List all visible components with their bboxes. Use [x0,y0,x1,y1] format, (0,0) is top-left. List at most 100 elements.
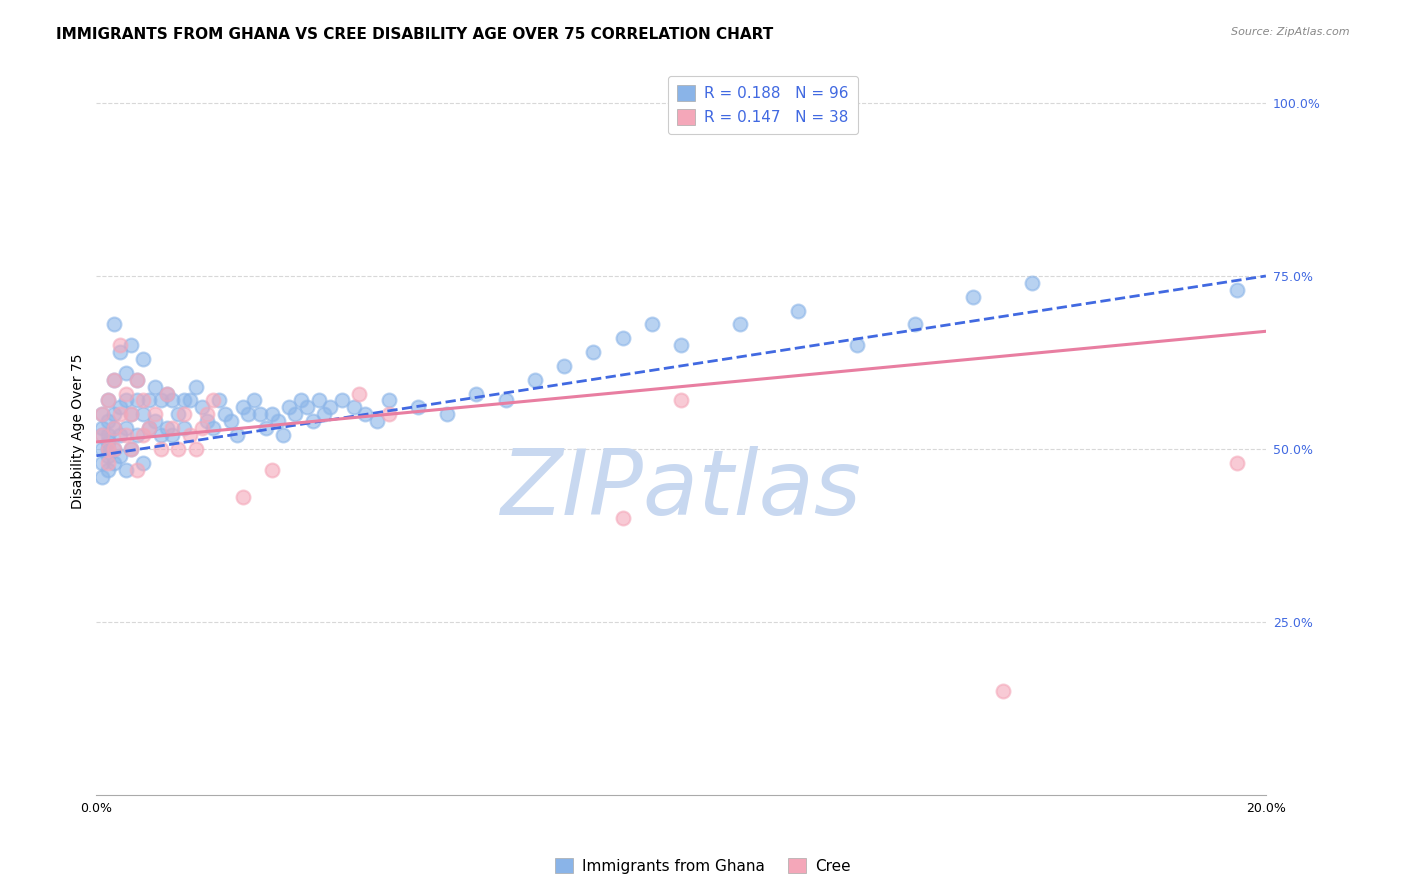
Point [962,290,984,304]
Point [284,407,307,421]
Point [238,407,260,421]
Point [173,407,195,421]
Point [97,393,120,408]
Point [167,407,190,421]
Point [120,442,142,456]
Point [108,345,131,359]
Point [179,393,201,408]
Point [114,421,136,435]
Point [103,318,125,332]
Point [91,456,114,470]
Point [523,373,546,387]
Point [219,414,242,428]
Point [314,407,336,421]
Point [97,462,120,476]
Point [495,393,517,408]
Point [162,393,184,408]
Point [120,407,142,421]
Point [149,393,172,408]
Point [120,407,142,421]
Point [91,407,114,421]
Point [173,421,195,435]
Point [202,393,225,408]
Point [97,428,120,442]
Point [114,428,136,442]
Legend: R = 0.188   N = 96, R = 0.147   N = 38: R = 0.188 N = 96, R = 0.147 N = 38 [668,76,858,134]
Point [103,407,125,421]
Point [132,351,155,366]
Point [120,338,142,352]
Point [103,442,125,456]
Point [173,393,195,408]
Y-axis label: Disability Age Over 75: Disability Age Over 75 [72,354,86,509]
Point [190,401,212,415]
Point [232,490,254,504]
Point [190,421,212,435]
Legend: Immigrants from Ghana, Cree: Immigrants from Ghana, Cree [548,852,858,880]
Point [612,331,634,345]
Point [343,401,366,415]
Point [108,407,131,421]
Point [91,442,114,456]
Point [184,379,207,393]
Point [91,428,114,442]
Point [197,414,219,428]
Point [301,414,323,428]
Point [149,442,172,456]
Point [377,393,399,408]
Point [214,407,236,421]
Point [436,407,458,421]
Point [465,386,488,401]
Point [366,414,388,428]
Point [197,407,219,421]
Point [143,407,166,421]
Point [669,393,692,408]
Point [155,386,177,401]
Point [225,428,247,442]
Point [273,428,295,442]
Point [290,393,312,408]
Point [127,373,149,387]
Point [155,386,177,401]
Point [97,442,120,456]
Point [845,338,868,352]
Point [354,407,377,421]
Point [349,386,371,401]
Point [232,401,254,415]
Point [97,414,120,428]
Point [91,407,114,421]
Point [249,407,271,421]
Point [97,393,120,408]
Point [132,456,155,470]
Point [97,456,120,470]
Point [108,449,131,463]
Point [108,401,131,415]
Point [103,373,125,387]
Point [295,401,318,415]
Point [108,428,131,442]
Point [132,407,155,421]
Point [1226,456,1249,470]
Point [254,421,277,435]
Point [97,434,120,449]
Point [132,393,155,408]
Point [127,462,149,476]
Point [641,318,664,332]
Point [103,456,125,470]
Text: Source: ZipAtlas.com: Source: ZipAtlas.com [1232,27,1350,37]
Point [319,401,342,415]
Point [149,428,172,442]
Point [260,407,283,421]
Point [143,414,166,428]
Point [127,393,149,408]
Point [991,684,1014,698]
Point [377,407,399,421]
Point [330,393,353,408]
Point [582,345,605,359]
Point [91,421,114,435]
Point [97,449,120,463]
Point [114,462,136,476]
Point [669,338,692,352]
Point [787,303,810,318]
Point [127,428,149,442]
